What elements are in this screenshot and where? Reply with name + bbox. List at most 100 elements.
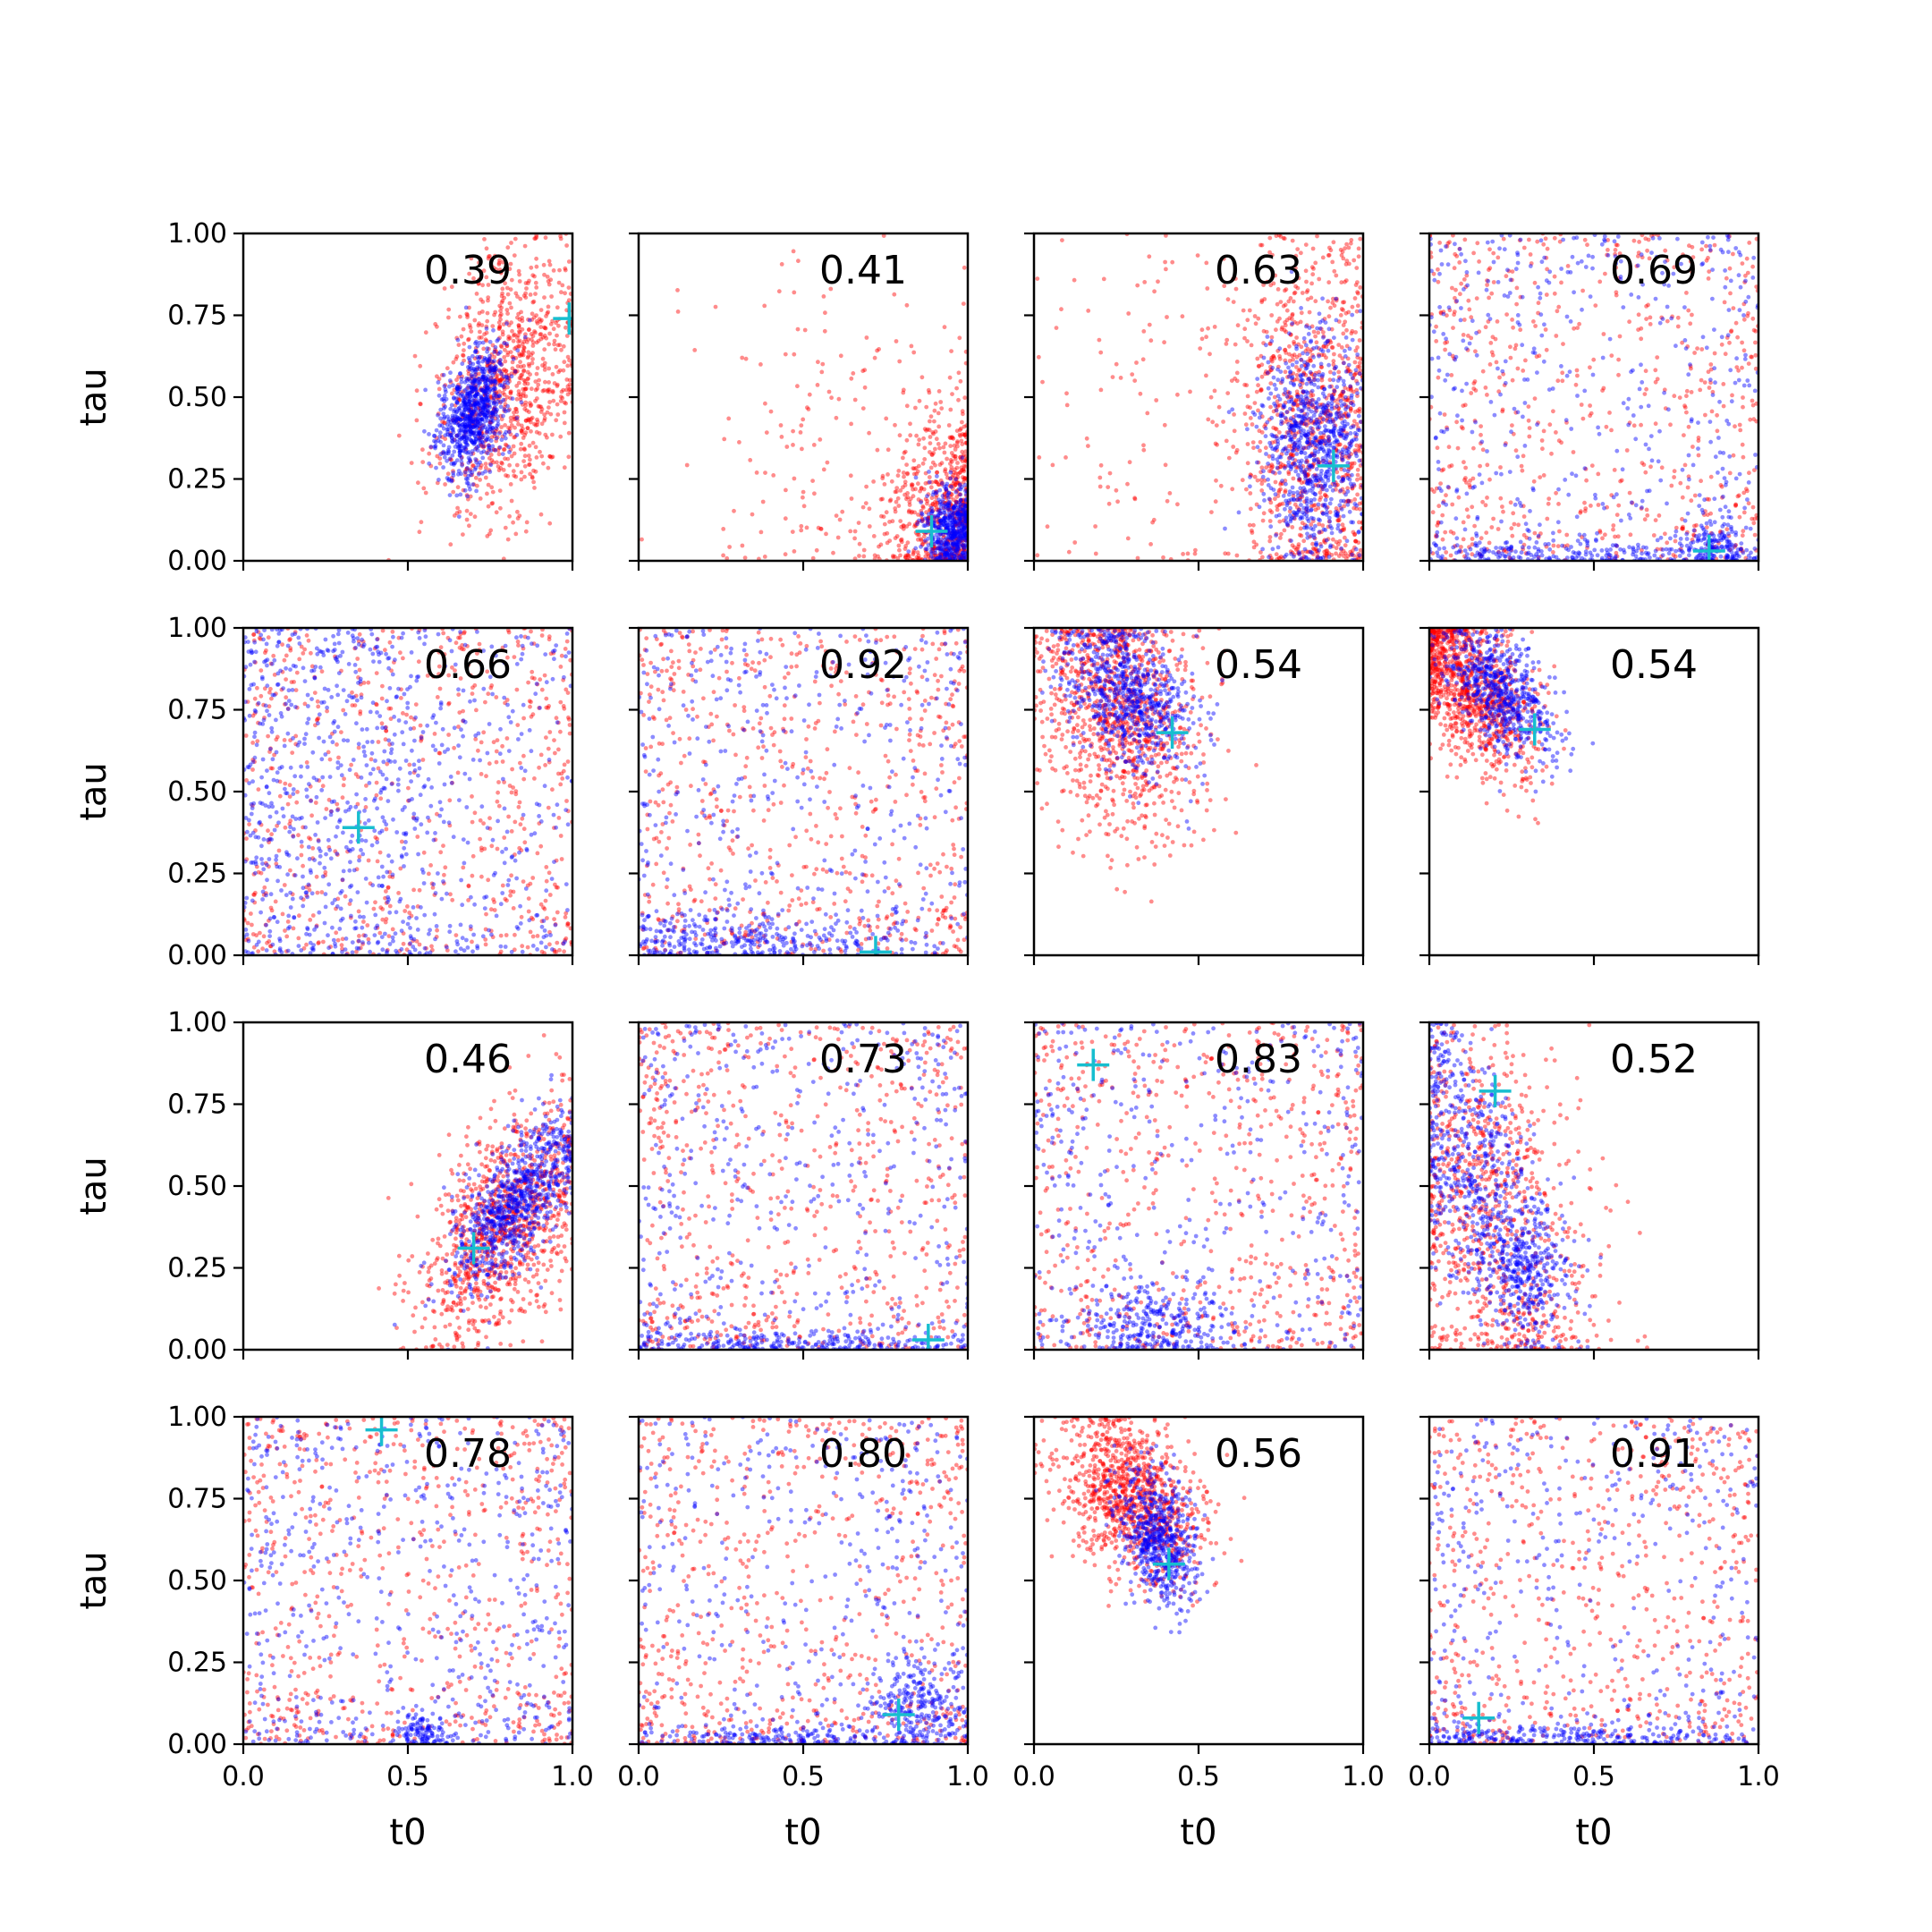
scatter-point [890, 519, 895, 524]
scatter-point [455, 505, 460, 511]
scatter-point [1260, 555, 1265, 560]
scatter-point [471, 482, 477, 487]
scatter-point [1287, 359, 1292, 363]
scatter-point [1101, 276, 1106, 282]
scatter-point [1254, 424, 1259, 429]
scatter-point [523, 386, 528, 392]
scatter-point [1319, 445, 1325, 450]
scatter-point [482, 355, 487, 360]
scatter-point [1331, 430, 1336, 436]
scatter-point [470, 472, 475, 478]
scatter-point [487, 404, 493, 410]
scatter-point [414, 388, 419, 394]
scatter-point [1472, 523, 1477, 529]
scatter-point [1290, 550, 1295, 555]
scatter-point [489, 435, 495, 440]
scatter-point [1325, 416, 1330, 421]
scatter-point [1125, 481, 1130, 487]
scatter-point [556, 369, 561, 375]
scatter-point [1320, 349, 1326, 353]
scatter-point [517, 338, 522, 343]
scatter-point [478, 431, 482, 436]
scatter-point [937, 555, 942, 561]
scatter-point [459, 334, 464, 339]
scatter-point [533, 292, 538, 296]
scatter-point [953, 530, 958, 536]
scatter-point [1290, 313, 1295, 318]
scatter-point [517, 352, 521, 356]
scatter-point [1035, 553, 1040, 558]
scatter-point [1316, 483, 1320, 487]
scatter-point [1332, 268, 1337, 274]
scatter-point [1258, 388, 1263, 393]
scatter-point [466, 428, 470, 433]
scatter-point [1552, 291, 1557, 296]
scatter-point [1322, 538, 1326, 544]
scatter-point [1324, 553, 1329, 558]
scatter-point [465, 390, 470, 394]
scatter-point [492, 388, 497, 394]
scatter-point [1284, 351, 1289, 355]
scatter-point [1156, 279, 1160, 284]
scatter-point [852, 529, 858, 534]
scatter-point [461, 412, 466, 418]
scatter-point [1345, 502, 1351, 507]
y-tick-label: 0.25 [167, 464, 227, 496]
scatter-point [1275, 367, 1280, 372]
scatter-point [1284, 287, 1289, 292]
scatter-point [1299, 514, 1303, 520]
scatter-point [1275, 466, 1281, 471]
scatter-point [1259, 242, 1265, 248]
scatter-point [475, 402, 480, 406]
scatter-point [511, 444, 516, 449]
scatter-point [1313, 435, 1318, 440]
scatter-point [467, 418, 472, 423]
scatter-point [1344, 538, 1350, 544]
scatter-point [498, 378, 503, 383]
scatter-point [453, 445, 458, 449]
scatter-point [903, 553, 908, 558]
scatter-point [1249, 473, 1254, 478]
scatter-point [533, 280, 538, 285]
scatter-point [1354, 436, 1359, 442]
scatter-point [1302, 433, 1308, 437]
scatter-point [1299, 250, 1303, 256]
scatter-point [1296, 414, 1301, 419]
scatter-point [943, 513, 948, 518]
scatter-point [516, 392, 521, 397]
scatter-point [1312, 536, 1318, 541]
scatter-point [722, 436, 727, 442]
scatter-point [1332, 366, 1337, 371]
scatter-point [1270, 464, 1275, 470]
scatter-point [1354, 503, 1360, 508]
scatter-point [1302, 416, 1308, 421]
scatter-point [1321, 335, 1326, 340]
scatter-point [539, 318, 544, 323]
scatter-point [963, 538, 968, 543]
scatter-point [1214, 423, 1219, 428]
scatter-point [488, 418, 494, 422]
scatter-point [530, 440, 536, 445]
scatter-point [457, 423, 462, 428]
scatter-point [564, 243, 569, 248]
scatter-point [897, 359, 902, 364]
scatter-point [1292, 352, 1297, 358]
scatter-point [1271, 375, 1276, 380]
scatter-point [1298, 379, 1303, 384]
scatter-point [461, 412, 466, 417]
scatter-point [564, 334, 570, 338]
scatter-point [1322, 394, 1327, 399]
scatter-point [457, 416, 462, 420]
scatter-point [961, 538, 965, 543]
scatter-point [1343, 424, 1348, 428]
scatter-point [473, 341, 478, 346]
scatter-point [521, 368, 527, 373]
scatter-point [941, 522, 946, 528]
scatter-point [956, 548, 962, 554]
scatter-point [1350, 486, 1355, 491]
scatter-point [1307, 420, 1312, 425]
scatter-point [1301, 403, 1307, 409]
scatter-point [953, 530, 958, 536]
scatter-point [529, 417, 534, 421]
scatter-point [1302, 411, 1308, 417]
